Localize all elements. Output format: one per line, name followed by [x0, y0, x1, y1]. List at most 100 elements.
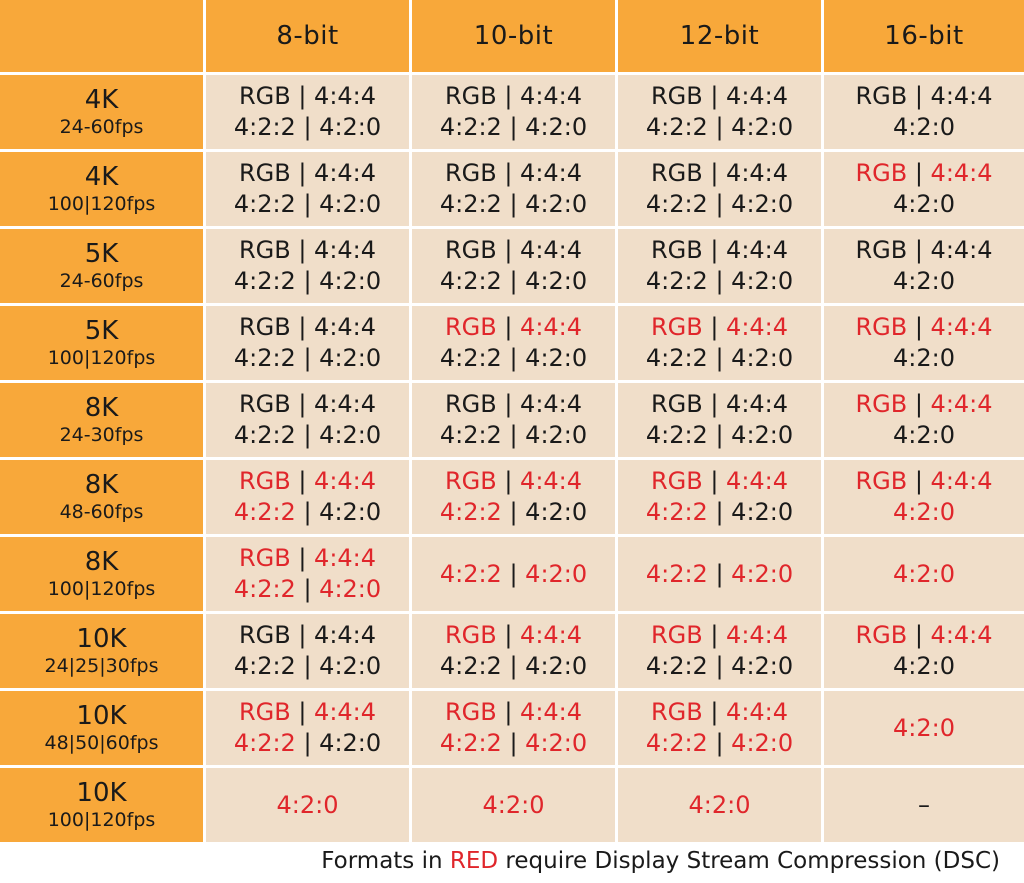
- format-line: 4:2:0: [689, 790, 751, 821]
- format-line: 4:2:2 | 4:2:0: [234, 343, 381, 374]
- format-token: 4:2:0: [319, 267, 382, 295]
- format-token: |: [290, 698, 315, 726]
- format-token: 4:2:0: [731, 344, 794, 372]
- format-line: 4:2:2 | 4:2:0: [234, 651, 381, 682]
- format-token: RGB: [444, 313, 497, 341]
- format-line: RGB | 4:4:4: [445, 620, 582, 651]
- format-token: 4:2:0: [893, 344, 955, 372]
- framerate-label: 100|120fps: [47, 193, 156, 215]
- format-line: RGB | 4:4:4: [239, 466, 376, 497]
- format-token: |: [496, 698, 521, 726]
- format-token: 4:2:0: [319, 652, 382, 680]
- format-token: |: [707, 421, 732, 449]
- format-line: 4:2:2 | 4:2:0: [234, 112, 381, 143]
- footer-highlight: RED: [449, 848, 499, 874]
- format-token: 4:4:4: [520, 236, 583, 264]
- column-header: 10-bit: [412, 0, 615, 72]
- format-token: 4:2:2: [645, 559, 708, 588]
- column-header: 12-bit: [618, 0, 821, 72]
- footer-note: Formats in RED require Display Stream Co…: [0, 848, 1000, 874]
- format-token: 4:4:4: [930, 236, 993, 264]
- format-line: 4:2:2 | 4:2:0: [234, 497, 381, 528]
- format-line: 4:2:0: [483, 790, 545, 821]
- format-token: |: [702, 313, 727, 341]
- format-line: 4:2:0: [893, 497, 955, 528]
- format-token: 4:2:0: [731, 421, 794, 449]
- format-line: 4:2:2 | 4:2:0: [234, 574, 381, 605]
- format-token: 4:2:2: [645, 344, 708, 372]
- format-token: |: [501, 652, 526, 680]
- format-line: 4:2:2 | 4:2:0: [234, 189, 381, 220]
- format-token: 4:2:0: [893, 652, 955, 680]
- framerate-label: 100|120fps: [47, 578, 156, 600]
- format-cell: 4:2:0: [824, 537, 1024, 611]
- row-header: 10K 24|25|30fps: [0, 614, 203, 688]
- format-token: 4:2:2: [439, 344, 502, 372]
- resolution-label: 8K: [84, 470, 119, 500]
- format-token: RGB: [444, 390, 497, 418]
- format-cell: RGB | 4:4:4 4:2:2 | 4:2:0: [412, 460, 615, 534]
- format-token: |: [496, 159, 521, 187]
- footer-suffix: require Display Stream Compression (DSC): [498, 848, 1000, 874]
- format-token: RGB: [855, 390, 908, 418]
- format-token: RGB: [855, 159, 908, 187]
- format-token: 4:2:2: [233, 575, 296, 603]
- format-token: |: [295, 267, 320, 295]
- format-token: 4:4:4: [520, 159, 583, 187]
- format-line: RGB | 4:4:4: [445, 389, 582, 420]
- format-line: RGB | 4:4:4: [855, 235, 992, 266]
- format-line: 4:2:0: [893, 189, 955, 220]
- format-token: 4:2:0: [276, 790, 339, 819]
- format-cell: RGB | 4:4:4 4:2:0: [824, 383, 1024, 457]
- format-cell: RGB | 4:4:4 4:2:2 | 4:2:0: [206, 229, 409, 303]
- format-line: 4:2:0: [893, 651, 955, 682]
- format-token: 4:2:0: [525, 559, 588, 588]
- format-token: 4:4:4: [726, 621, 789, 649]
- format-token: RGB: [444, 236, 497, 264]
- format-token: |: [907, 82, 931, 110]
- format-line: 4:2:2 | 4:2:0: [440, 112, 587, 143]
- format-token: RGB: [238, 82, 291, 110]
- format-token: RGB: [444, 82, 497, 110]
- format-line: RGB | 4:4:4: [239, 81, 376, 112]
- format-cell: RGB | 4:4:4 4:2:2 | 4:2:0: [206, 691, 409, 765]
- format-line: RGB | 4:4:4: [651, 697, 788, 728]
- format-cell: RGB | 4:4:4 4:2:2 | 4:2:0: [206, 152, 409, 226]
- format-token: |: [702, 82, 727, 110]
- format-line: 4:2:0: [893, 713, 955, 744]
- framerate-label: 48|50|60fps: [44, 732, 159, 754]
- format-cell: RGB | 4:4:4 4:2:2 | 4:2:0: [618, 75, 821, 149]
- row-header: 8K 24-30fps: [0, 383, 203, 457]
- format-token: |: [290, 544, 315, 572]
- format-token: 4:2:2: [645, 113, 708, 141]
- format-token: RGB: [238, 313, 291, 341]
- format-line: 4:2:2 | 4:2:0: [440, 189, 587, 220]
- resolution-label: 8K: [84, 393, 119, 423]
- format-token: 4:2:0: [319, 344, 382, 372]
- format-token: 4:2:2: [233, 421, 296, 449]
- format-token: 4:2:2: [439, 652, 502, 680]
- format-cell: RGB | 4:4:4 4:2:2 | 4:2:0: [206, 75, 409, 149]
- format-cell: RGB | 4:4:4 4:2:0: [824, 229, 1024, 303]
- format-token: 4:2:0: [525, 421, 588, 449]
- format-token: RGB: [650, 621, 703, 649]
- format-token: |: [295, 421, 320, 449]
- format-token: |: [707, 267, 732, 295]
- format-cell: RGB | 4:4:4 4:2:0: [824, 75, 1024, 149]
- format-line: 4:2:2 | 4:2:0: [646, 266, 793, 297]
- format-token: |: [702, 159, 727, 187]
- format-token: 4:2:0: [525, 267, 588, 295]
- framerate-label: 24|25|30fps: [44, 655, 159, 677]
- format-token: 4:4:4: [726, 313, 789, 341]
- framerate-label: 24-30fps: [59, 424, 144, 446]
- row-header: 8K 100|120fps: [0, 537, 203, 611]
- format-token: |: [295, 729, 320, 757]
- format-cell: 4:2:2 | 4:2:0: [412, 537, 615, 611]
- format-token: |: [501, 498, 526, 526]
- format-line: RGB | 4:4:4: [445, 158, 582, 189]
- format-line: RGB | 4:4:4: [651, 620, 788, 651]
- format-line: RGB | 4:4:4: [855, 389, 992, 420]
- format-cell: RGB | 4:4:4 4:2:2 | 4:2:0: [412, 152, 615, 226]
- format-token: 4:2:0: [731, 652, 794, 680]
- format-token: RGB: [855, 467, 908, 495]
